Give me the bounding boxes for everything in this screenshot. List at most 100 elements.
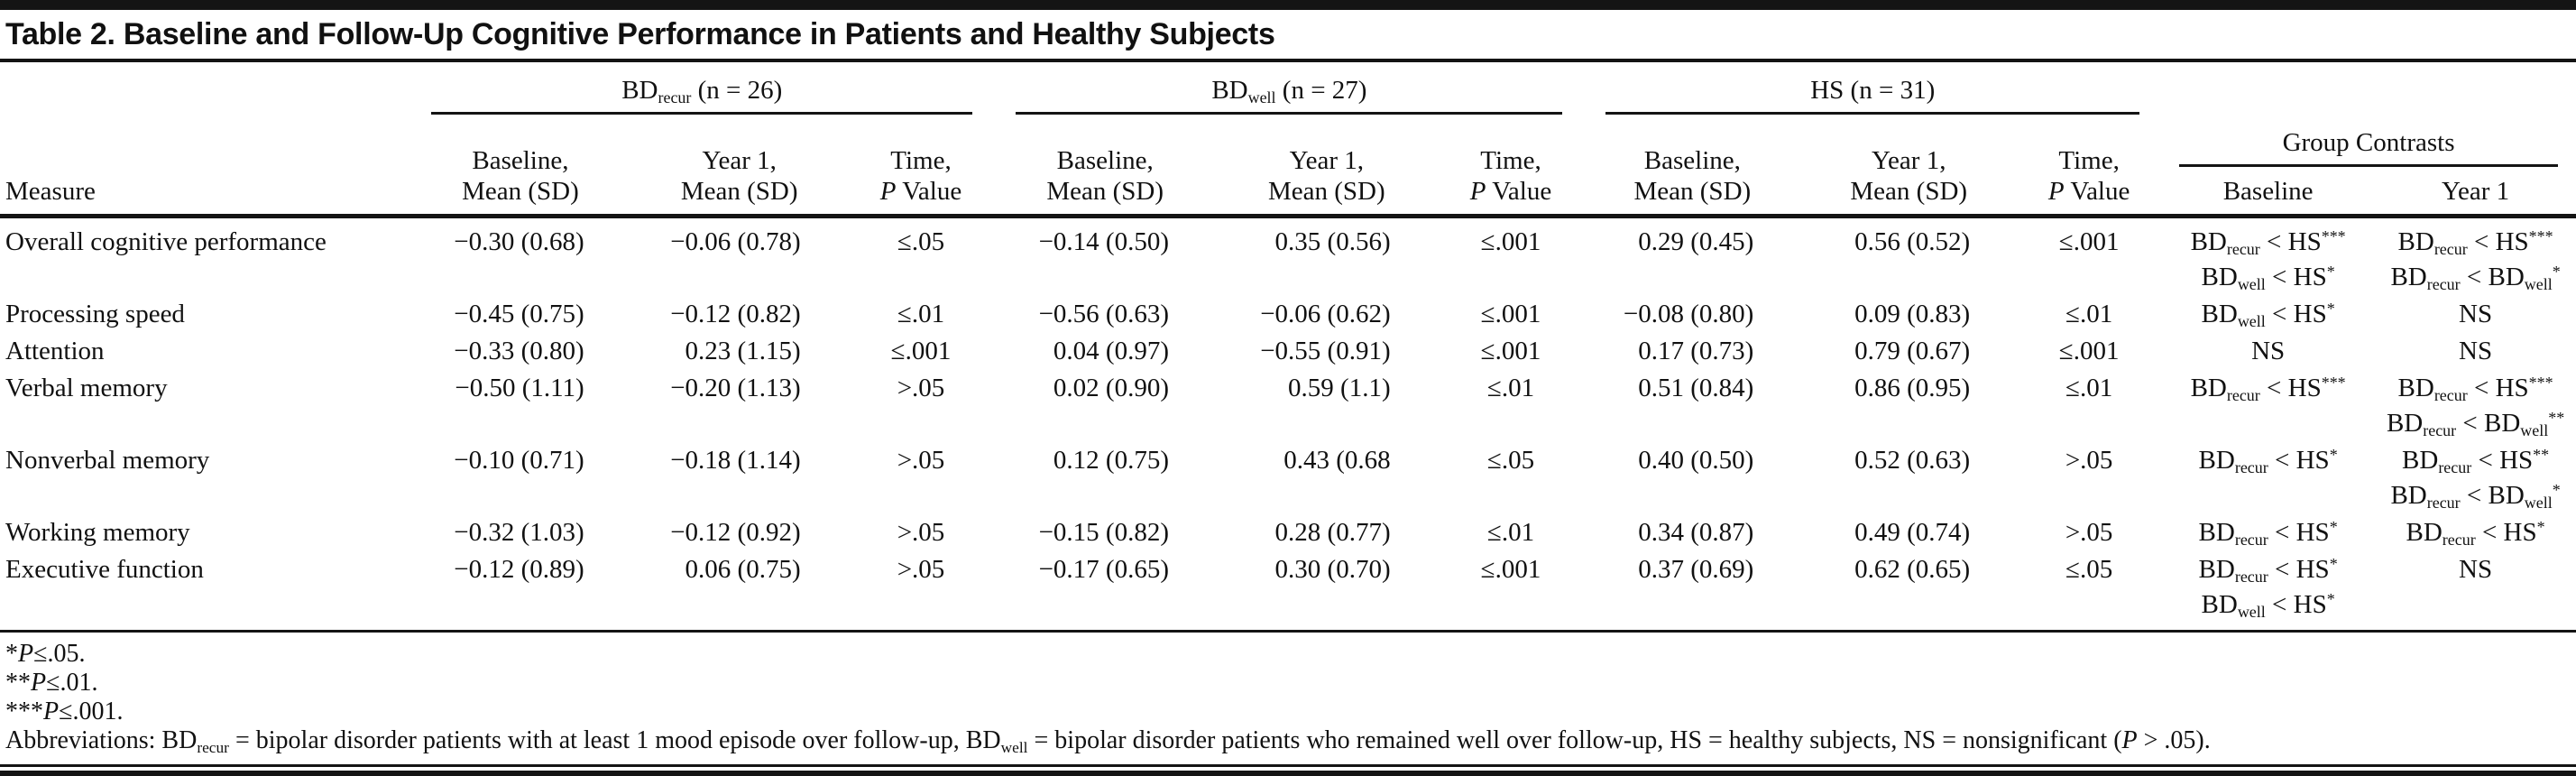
group-header-contrasts-label: Group Contrasts (2179, 127, 2558, 168)
table-row: Nonverbal memory −0.10 (0.71) −0.18 (1.1… (0, 441, 2576, 513)
bdwell-year1-cell: 0.35 (0.56) (1274, 227, 1391, 257)
contrast-baseline-cell: BDwell < HS* (2161, 295, 2375, 332)
group-header-bdrecur: BDrecur (n = 26) (409, 62, 994, 115)
col-header-measure: Measure (0, 62, 410, 219)
contrast-line: BDrecur < HS* (2198, 446, 2338, 477)
hs-time-p-cell: >.05 (2065, 446, 2113, 476)
bdwell-time-p-cell: ≤.05 (1486, 446, 1535, 476)
bdwell-time-p-cell: ≤.001 (1480, 300, 1541, 329)
bdwell-time-p-cell: ≤.001 (1480, 227, 1541, 257)
contrast-year1-cell: BDrecur < HS*** BDrecur < BDwell** (2375, 369, 2576, 441)
col-header-hs-year1: Year 1, Mean (SD) (1800, 115, 2018, 219)
contrast-line: BDrecur < HS*** (2190, 374, 2346, 405)
hs-time-p-cell: ≤.01 (2065, 374, 2113, 403)
contrast-line: BDwell < HS* (2201, 590, 2335, 622)
bdrecur-baseline-cell: −0.50 (1.11) (455, 374, 584, 403)
measure-cell: Processing speed (5, 300, 185, 329)
col-header-hs-time: Time, P Value (2017, 115, 2162, 219)
contrast-line: BDrecur < HS*** (2397, 227, 2553, 259)
measure-cell: Attention (5, 337, 105, 366)
col-header-bdrecur-baseline: Baseline, Mean (SD) (409, 115, 631, 219)
hs-year1-cell: 0.86 (0.95) (1854, 374, 1971, 403)
bdrecur-baseline-cell: −0.10 (0.71) (454, 446, 584, 476)
contrast-year1-cell: NS (2375, 550, 2576, 623)
hs-year1-cell: 0.56 (0.52) (1854, 227, 1971, 257)
bdrecur-time-p-cell: >.05 (897, 446, 945, 476)
hs-baseline-cell: 0.40 (0.50) (1638, 446, 1754, 476)
contrast-line: BDrecur < HS* (2198, 518, 2338, 550)
group-header-hs-label: HS (n = 31) (1605, 75, 2140, 115)
col-header-bdwell-time: Time, P Value (1437, 115, 1585, 219)
bdrecur-time-p-cell: >.05 (897, 518, 945, 548)
bdwell-time-p-cell: ≤.01 (1486, 374, 1535, 403)
bdwell-baseline-cell: −0.17 (0.65) (1038, 555, 1169, 585)
group-header-contrasts-spacer (2161, 62, 2576, 115)
measure-cell: Working memory (5, 518, 190, 548)
contrast-line: BDrecur < HS** (2402, 446, 2550, 477)
contrast-baseline-cell: BDrecur < HS*** BDwell < HS* (2161, 217, 2375, 296)
top-rule (0, 0, 2576, 10)
bdrecur-year1-cell: 0.06 (0.75) (685, 555, 801, 585)
footnotes: *P≤.05. **P≤.01. ***P≤.001. Abbreviation… (0, 633, 2576, 764)
bottom-rule-thick (0, 771, 2576, 776)
bdwell-baseline-cell: −0.15 (0.82) (1038, 518, 1169, 548)
contrast-year1-cell: BDrecur < HS** BDrecur < BDwell* (2375, 441, 2576, 513)
bdwell-baseline-cell: −0.14 (0.50) (1038, 227, 1169, 257)
bdwell-time-p-cell: ≤.001 (1480, 337, 1541, 366)
col-header-bdrecur-time: Time, P Value (847, 115, 995, 219)
table-row: Processing speed −0.45 (0.75) −0.12 (0.8… (0, 295, 2576, 332)
hs-year1-cell: 0.09 (0.83) (1854, 300, 1971, 329)
contrast-line: BDrecur < BDwell* (2390, 263, 2561, 294)
hs-baseline-cell: 0.17 (0.73) (1638, 337, 1754, 366)
footnote-rule (0, 630, 2576, 633)
contrast-baseline-cell: BDrecur < HS* (2161, 441, 2375, 513)
col-header-contrasts-baseline: Baseline (2161, 167, 2376, 219)
group-header-hs: HS (n = 31) (1584, 62, 2161, 115)
table-title: Table 2. Baseline and Follow-Up Cognitiv… (0, 10, 2576, 63)
hs-year1-cell: 0.62 (0.65) (1854, 555, 1971, 585)
bdrecur-baseline-cell: −0.33 (0.80) (454, 337, 584, 366)
bdrecur-time-p-cell: ≤.01 (897, 300, 945, 329)
bdwell-baseline-cell: −0.56 (0.63) (1038, 300, 1169, 329)
hs-baseline-cell: −0.08 (0.80) (1623, 300, 1754, 329)
table-row: Attention −0.33 (0.80) 0.23 (1.15) ≤.001… (0, 332, 2576, 369)
contrast-line: BDrecur < HS* (2198, 555, 2338, 587)
hs-year1-cell: 0.79 (0.67) (1854, 337, 1971, 366)
bdrecur-year1-cell: −0.12 (0.92) (670, 518, 801, 548)
col-header-contrasts-year1: Year 1 (2375, 167, 2576, 219)
contrast-baseline-cell: BDrecur < HS*** (2161, 369, 2375, 441)
bdrecur-baseline-cell: −0.45 (0.75) (454, 300, 584, 329)
contrast-line: BDrecur < HS*** (2397, 374, 2553, 405)
contrast-line: NS (2251, 337, 2286, 366)
hs-baseline-cell: 0.51 (0.84) (1638, 374, 1754, 403)
bdrecur-baseline-cell: −0.12 (0.89) (454, 555, 584, 585)
footnote-p001: ***P≤.001. (5, 697, 124, 726)
contrast-baseline-cell: BDrecur < HS* BDwell < HS* (2161, 550, 2375, 623)
measure-cell: Executive function (5, 555, 204, 585)
bdrecur-year1-cell: −0.18 (1.14) (670, 446, 801, 476)
contrast-line: BDrecur < HS*** (2190, 227, 2346, 259)
cognitive-performance-table: Measure BDrecur (n = 26) BDwell (n = 27)… (0, 62, 2576, 623)
bdwell-year1-cell: −0.55 (0.91) (1260, 337, 1391, 366)
group-header-bdwell: BDwell (n = 27) (994, 62, 1584, 115)
col-header-bdwell-baseline: Baseline, Mean (SD) (994, 115, 1216, 219)
bdwell-baseline-cell: 0.12 (0.75) (1053, 446, 1169, 476)
contrast-year1-cell: NS (2375, 332, 2576, 369)
footnote-p01: **P≤.01. (5, 669, 98, 697)
bdrecur-time-p-cell: >.05 (897, 374, 945, 403)
contrast-year1-cell: BDrecur < HS* (2375, 513, 2576, 550)
hs-baseline-cell: 0.29 (0.45) (1638, 227, 1754, 257)
bdwell-year1-cell: 0.28 (0.77) (1274, 518, 1391, 548)
footnote-abbreviations: Abbreviations: BDrecur = bipolar disorde… (5, 726, 2211, 757)
contrast-line: NS (2459, 300, 2493, 329)
bdrecur-baseline-cell: −0.30 (0.68) (454, 227, 584, 257)
col-header-bdrecur-year1: Year 1, Mean (SD) (630, 115, 848, 219)
hs-year1-cell: 0.49 (0.74) (1854, 518, 1971, 548)
contrast-line: NS (2459, 337, 2493, 366)
measure-cell: Verbal memory (5, 374, 168, 403)
bdwell-year1-cell: 0.43 (0.68 (1283, 446, 1391, 476)
bdrecur-year1-cell: 0.23 (1.15) (685, 337, 801, 366)
group-header-bdrecur-label: BDrecur (n = 26) (431, 75, 973, 115)
bdwell-time-p-cell: ≤.01 (1486, 518, 1535, 548)
col-header-hs-baseline: Baseline, Mean (SD) (1584, 115, 1801, 219)
